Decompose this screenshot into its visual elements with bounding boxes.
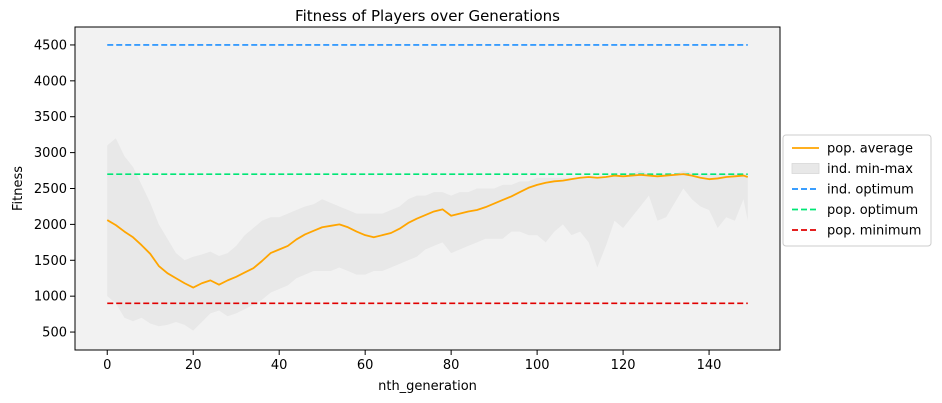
y-axis-label: Fitness: [11, 166, 26, 211]
x-tick-label: 0: [103, 358, 111, 373]
x-tick-label: 40: [271, 358, 288, 373]
x-tick-label: 100: [525, 358, 550, 373]
y-tick-label: 1000: [34, 290, 67, 305]
axes-layer: 0 20 40 60 80 100 120 140 500 1000 1500 2000 2500 300…: [34, 26, 781, 373]
y-tick-label: 2000: [34, 218, 67, 233]
y-tick-label: 500: [42, 326, 67, 341]
x-tick-label: 80: [443, 358, 460, 373]
y-tick-label: 4500: [34, 38, 67, 53]
min-max-band-layer: [107, 138, 748, 331]
chart-title: Fitness of Players over Generations: [295, 7, 560, 25]
legend-swatch-ind-min-max: [791, 163, 820, 174]
legend-label-pop-optimum: pop. optimum: [827, 203, 918, 218]
pop-average-line: [106, 173, 749, 289]
y-tick-label: 3000: [34, 146, 67, 161]
x-tick-label: 140: [697, 358, 722, 373]
x-axis-label: nth_generation: [378, 379, 477, 394]
legend-box: [782, 134, 932, 247]
legend-label-ind-min-max: ind. min-max: [827, 162, 913, 177]
y-tick-label: 4000: [34, 74, 67, 89]
legend-label-pop-minimum: pop. minimum: [827, 224, 921, 239]
min-max-band: [107, 138, 748, 331]
x-tick-label: 120: [611, 358, 636, 373]
legend-label-pop-average: pop. average: [827, 142, 913, 157]
y-tick-label: 3500: [34, 110, 67, 125]
x-tick-label: 60: [357, 358, 374, 373]
y-tick-label: 1500: [34, 254, 67, 269]
legend: pop. average ind. min-max ind. optimum pop.…: [782, 134, 932, 247]
series-lines-layer: [106, 44, 749, 305]
y-tick-label: 2500: [34, 182, 67, 197]
legend-label-ind-optimum: ind. optimum: [827, 183, 914, 198]
x-tick-label: 20: [185, 358, 202, 373]
